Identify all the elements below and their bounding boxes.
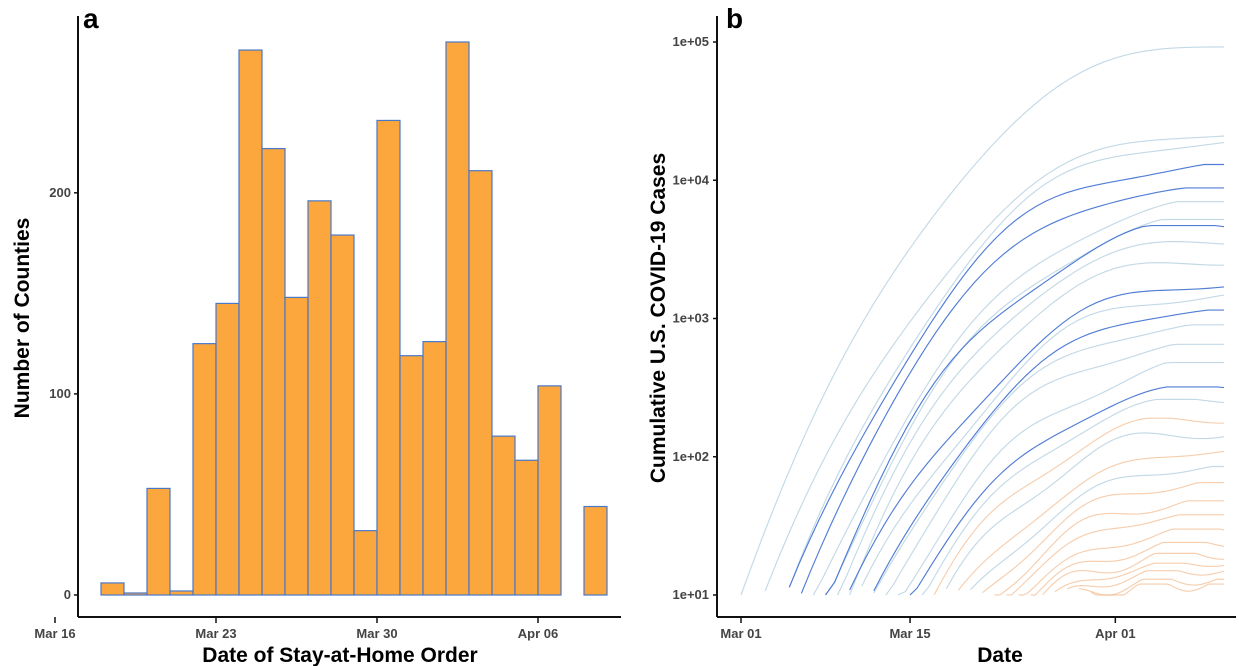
panel-b-y-tick-label: 1e+01 xyxy=(672,587,709,602)
cumulative-case-series-line xyxy=(873,309,1224,592)
histogram-bar xyxy=(445,41,470,596)
cumulative-case-series-line xyxy=(957,450,1225,591)
cumulative-case-series-line xyxy=(970,465,1224,591)
cumulative-case-series-line xyxy=(1006,514,1224,596)
cumulative-case-series-line xyxy=(982,482,1224,594)
cumulative-case-series-line xyxy=(1090,583,1224,596)
cumulative-case-series-line xyxy=(873,324,1224,594)
histogram-bar xyxy=(422,341,447,596)
panel-a-x-tick-label: Mar 16 xyxy=(34,626,75,641)
cumulative-case-series-line xyxy=(909,386,1225,596)
histogram-bar xyxy=(376,119,401,596)
histogram-bar xyxy=(491,435,516,596)
cumulative-case-series-line xyxy=(1042,552,1225,595)
cumulative-case-series-line xyxy=(788,141,1225,588)
histogram-bar xyxy=(399,355,424,596)
histogram-bar xyxy=(583,505,608,596)
cumulative-case-series-line xyxy=(885,343,1224,596)
panel-b-x-tick-label: Mar 01 xyxy=(720,626,761,641)
panel-b-y-tick-label: 1e+02 xyxy=(672,449,709,464)
cumulative-case-series-line xyxy=(1054,562,1225,593)
panel-b-x-label: Date xyxy=(977,644,1023,666)
histogram-bar xyxy=(238,49,263,596)
histogram-bar xyxy=(146,487,171,596)
panel-a-y-label: Number of Counties xyxy=(11,218,34,419)
histogram-bar xyxy=(307,200,332,596)
panel-a-x-ticks: Mar 16 Mar 23 Mar 30 Apr 06 xyxy=(34,617,558,641)
histogram-bar xyxy=(514,459,539,596)
histogram-bar xyxy=(468,170,493,596)
cumulative-case-series-line xyxy=(825,218,1224,596)
panel-b-series-lines xyxy=(740,46,1225,596)
cumulative-case-series-line xyxy=(861,294,1225,587)
cumulative-case-series-line xyxy=(849,262,1225,596)
panel-b-line-chart: b 1e+01 1e+02 1e+03 1e+04 1e+05 Mar 01 Mar 15… xyxy=(647,3,1236,666)
panel-a-y-tick-label: 200 xyxy=(49,185,71,200)
histogram-bar xyxy=(284,296,309,596)
panel-b-x-ticks: Mar 01 Mar 15 Apr 01 xyxy=(720,617,1136,641)
cumulative-case-series-line xyxy=(740,46,1225,596)
cumulative-case-series-line xyxy=(1030,541,1225,596)
histogram-bar xyxy=(192,343,217,596)
panel-a-x-label: Date of Stay-at-Home Order xyxy=(202,644,477,666)
histogram-bar xyxy=(261,147,286,596)
histogram-bar xyxy=(330,234,355,596)
panel-b-y-tick-label: 1e+05 xyxy=(672,34,709,49)
panel-b-x-tick-label: Apr 01 xyxy=(1095,626,1135,641)
histogram-bar xyxy=(123,592,148,596)
panel-a-bars xyxy=(100,41,608,596)
panel-a-y-tick-label: 100 xyxy=(49,386,71,401)
histogram-bar xyxy=(353,530,378,596)
cumulative-case-series-line xyxy=(933,417,1225,596)
panel-a-y-ticks: 0 100 200 xyxy=(49,185,78,602)
panel-a-y-tick-label: 0 xyxy=(64,587,71,602)
cumulative-case-series-line xyxy=(921,398,1225,596)
histogram-bar xyxy=(215,302,240,596)
panel-b-x-tick-label: Mar 15 xyxy=(889,626,930,641)
panel-a-x-tick-label: Apr 06 xyxy=(518,626,558,641)
histogram-bar xyxy=(169,590,194,596)
cumulative-case-series-line xyxy=(812,201,1224,596)
panel-a-x-tick-label: Mar 30 xyxy=(356,626,397,641)
panel-b-y-tick-label: 1e+04 xyxy=(672,172,709,187)
panel-letter-a: a xyxy=(83,3,99,34)
panel-letter-b: b xyxy=(726,3,743,34)
cumulative-case-series-line xyxy=(788,163,1224,588)
histogram-bar xyxy=(537,385,562,596)
cumulative-case-series-line xyxy=(945,432,1225,590)
panel-a-x-tick-label: Mar 23 xyxy=(195,626,236,641)
cumulative-case-series-line xyxy=(764,135,1225,592)
cumulative-case-series-line xyxy=(825,225,1225,596)
panel-b-y-tick-label: 1e+03 xyxy=(672,311,709,326)
panel-b-y-label: Cumulative U.S. COVID-19 Cases xyxy=(647,153,670,483)
cumulative-case-series-line xyxy=(897,361,1224,596)
panel-b-y-ticks: 1e+01 1e+02 1e+03 1e+04 1e+05 xyxy=(672,34,717,602)
cumulative-case-series-line xyxy=(849,286,1225,591)
histogram-bar xyxy=(100,582,125,596)
cumulative-case-series-line xyxy=(994,500,1224,596)
cumulative-case-series-line xyxy=(1018,528,1225,596)
cumulative-case-series-line xyxy=(1066,570,1225,590)
cumulative-case-series-line xyxy=(837,241,1225,596)
panel-a-histogram: a 0 100 200 Mar 16 Mar 23 Mar 30 Apr 06 Date … xyxy=(11,3,621,666)
cumulative-case-series-line xyxy=(800,187,1224,594)
